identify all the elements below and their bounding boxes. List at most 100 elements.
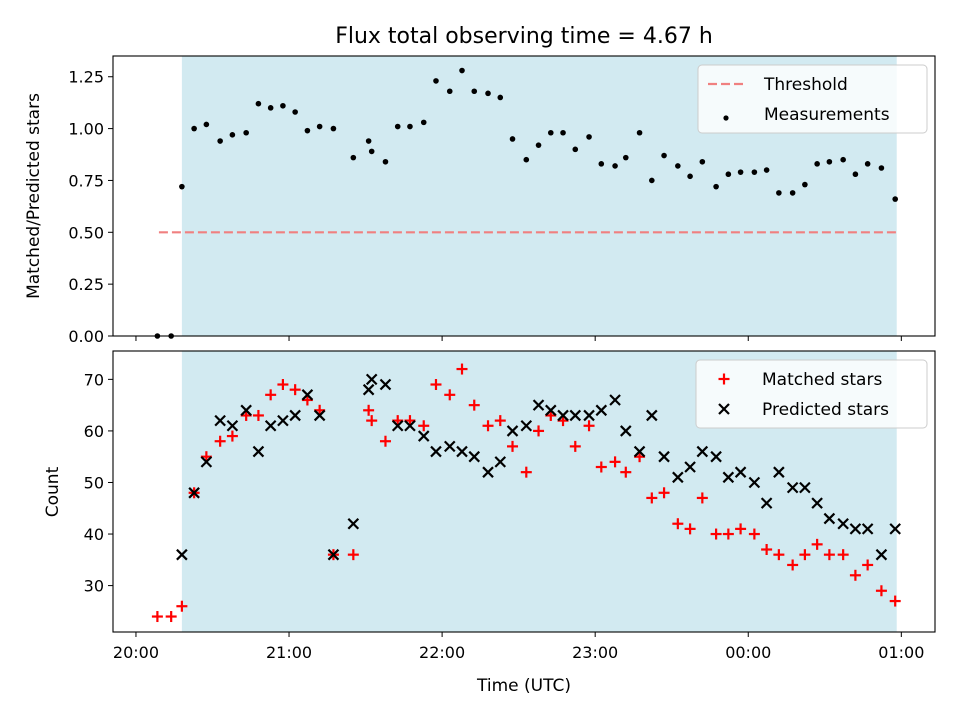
data-point	[301, 389, 314, 401]
data-point	[889, 523, 901, 535]
data-point	[506, 425, 519, 437]
data-point	[520, 419, 533, 432]
data-point	[849, 569, 861, 581]
data-point	[217, 138, 223, 144]
data-point	[264, 419, 277, 432]
data-point	[494, 456, 507, 468]
data-point	[620, 466, 632, 478]
data-point	[533, 425, 545, 437]
x-tick-label: 00:00	[725, 643, 771, 662]
legend-swatch	[723, 115, 729, 121]
data-point	[763, 167, 770, 173]
data-point	[595, 404, 608, 417]
data-point	[468, 450, 481, 463]
data-point	[404, 419, 416, 432]
data-point	[330, 125, 337, 132]
x-tick-label: 21:00	[266, 643, 312, 662]
y-tick-label: 0.25	[68, 275, 104, 294]
data-point	[837, 549, 849, 561]
data-point	[365, 373, 378, 386]
legend-label: Predicted stars	[762, 400, 889, 420]
data-point	[532, 399, 545, 411]
data-point	[179, 183, 185, 190]
data-point	[802, 181, 808, 188]
data-point	[633, 445, 646, 458]
data-point	[696, 445, 709, 458]
data-point	[620, 425, 632, 437]
data-point	[722, 471, 735, 484]
data-point	[875, 548, 888, 561]
data-point	[878, 165, 885, 171]
data-point	[710, 528, 722, 540]
data-point	[407, 123, 413, 130]
data-point	[773, 466, 785, 478]
data-point	[684, 461, 696, 473]
data-point	[485, 90, 491, 97]
data-point	[837, 517, 849, 530]
data-point	[482, 466, 494, 478]
data-point	[363, 404, 375, 416]
y-tick-label: 1.25	[68, 68, 104, 87]
data-point	[379, 435, 391, 447]
data-point	[586, 134, 592, 140]
data-point	[443, 440, 456, 453]
data-point	[687, 173, 693, 180]
data-point	[482, 420, 494, 432]
data-point	[773, 549, 785, 561]
chart-title: Flux total observing time = 4.67 h	[335, 24, 713, 49]
data-point	[420, 119, 427, 126]
data-point	[509, 136, 516, 142]
data-point	[265, 389, 277, 401]
y-axis-label-ratio: Matched/Predicted stars	[24, 93, 44, 299]
data-point	[200, 456, 213, 468]
legend-label: Matched stars	[762, 370, 882, 390]
data-point	[699, 158, 706, 165]
data-point	[889, 595, 901, 607]
data-point	[494, 415, 506, 427]
data-point	[646, 409, 658, 422]
data-point	[382, 158, 389, 165]
data-point	[430, 445, 442, 458]
data-point	[646, 492, 658, 504]
data-point	[547, 129, 554, 136]
y-tick-label: 0.75	[68, 171, 104, 190]
data-point	[840, 156, 846, 163]
data-point	[255, 100, 262, 107]
data-point	[165, 611, 177, 623]
data-point	[379, 378, 392, 391]
data-point	[289, 409, 301, 422]
x-tick-label: 20:00	[113, 643, 159, 662]
data-point	[737, 169, 744, 175]
x-axis-label: Time (UTC)	[476, 676, 571, 696]
legend-swatch	[718, 403, 730, 415]
data-point	[252, 445, 265, 458]
data-point	[710, 450, 722, 463]
data-point	[368, 148, 375, 155]
data-point	[776, 190, 782, 196]
data-point	[811, 538, 823, 550]
data-point	[761, 544, 773, 556]
data-point	[327, 548, 340, 561]
data-point	[523, 156, 530, 163]
data-point	[362, 383, 375, 396]
legend-box	[695, 359, 928, 429]
data-point	[748, 528, 760, 540]
data-point	[799, 481, 811, 494]
data-point	[545, 404, 557, 417]
data-point	[289, 384, 301, 396]
data-point	[229, 132, 236, 138]
data-point	[446, 88, 453, 95]
data-point	[191, 125, 197, 132]
data-point	[347, 549, 359, 561]
data-point	[507, 440, 519, 452]
data-point	[609, 394, 621, 406]
data-point	[852, 171, 859, 178]
data-point	[672, 518, 684, 530]
data-point	[471, 88, 478, 95]
series-predicted-stars	[176, 373, 901, 561]
data-point	[751, 169, 758, 175]
data-point	[365, 138, 372, 144]
legend-swatch	[718, 373, 730, 385]
data-point	[658, 487, 670, 499]
